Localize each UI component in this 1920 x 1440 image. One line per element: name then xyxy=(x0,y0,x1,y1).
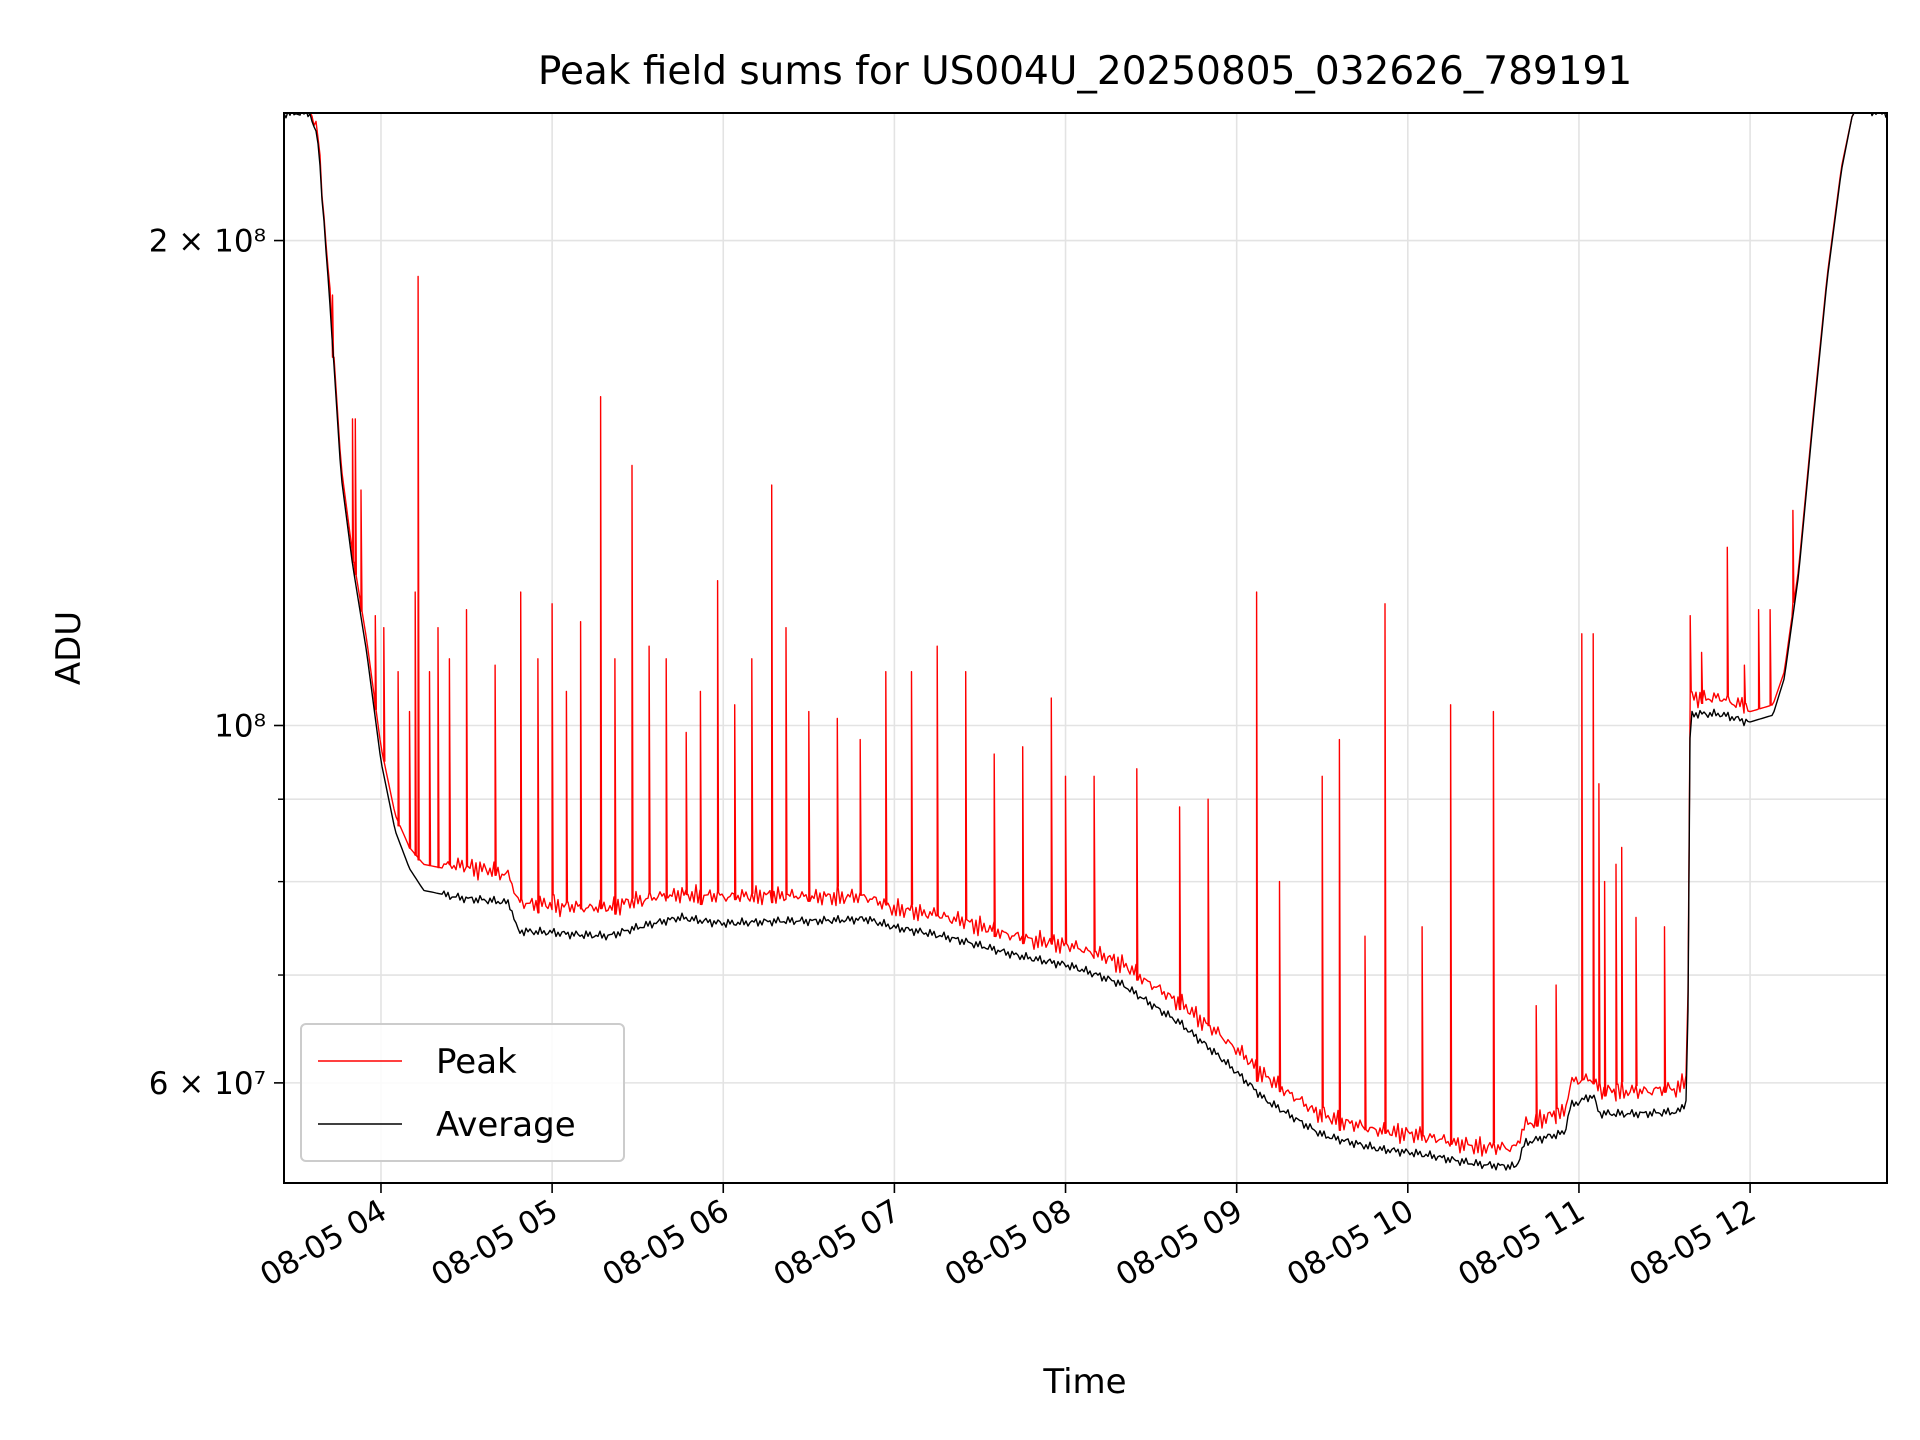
plot-frame xyxy=(283,112,1888,1184)
y-tick-label: 6 × 10⁷ xyxy=(149,1066,266,1102)
y-tick-label: 2 × 10⁸ xyxy=(149,224,266,260)
series-line-average xyxy=(284,113,1887,1171)
series-line-peak xyxy=(285,113,1887,1157)
x-axis-label: Time xyxy=(1042,1362,1126,1402)
chart-title: Peak field sums for US004U_20250805_0326… xyxy=(538,49,1632,94)
legend-label-average: Average xyxy=(436,1105,576,1145)
y-axis-label: ADU xyxy=(49,611,89,685)
legend: Peak Average xyxy=(300,1023,625,1162)
y-tick-label: 10⁸ xyxy=(214,708,266,744)
legend-box xyxy=(300,1023,625,1162)
legend-label-peak: Peak xyxy=(436,1042,517,1082)
plot-lines xyxy=(284,113,1887,1171)
plot-area xyxy=(284,113,1887,1183)
grid xyxy=(284,113,1887,1183)
